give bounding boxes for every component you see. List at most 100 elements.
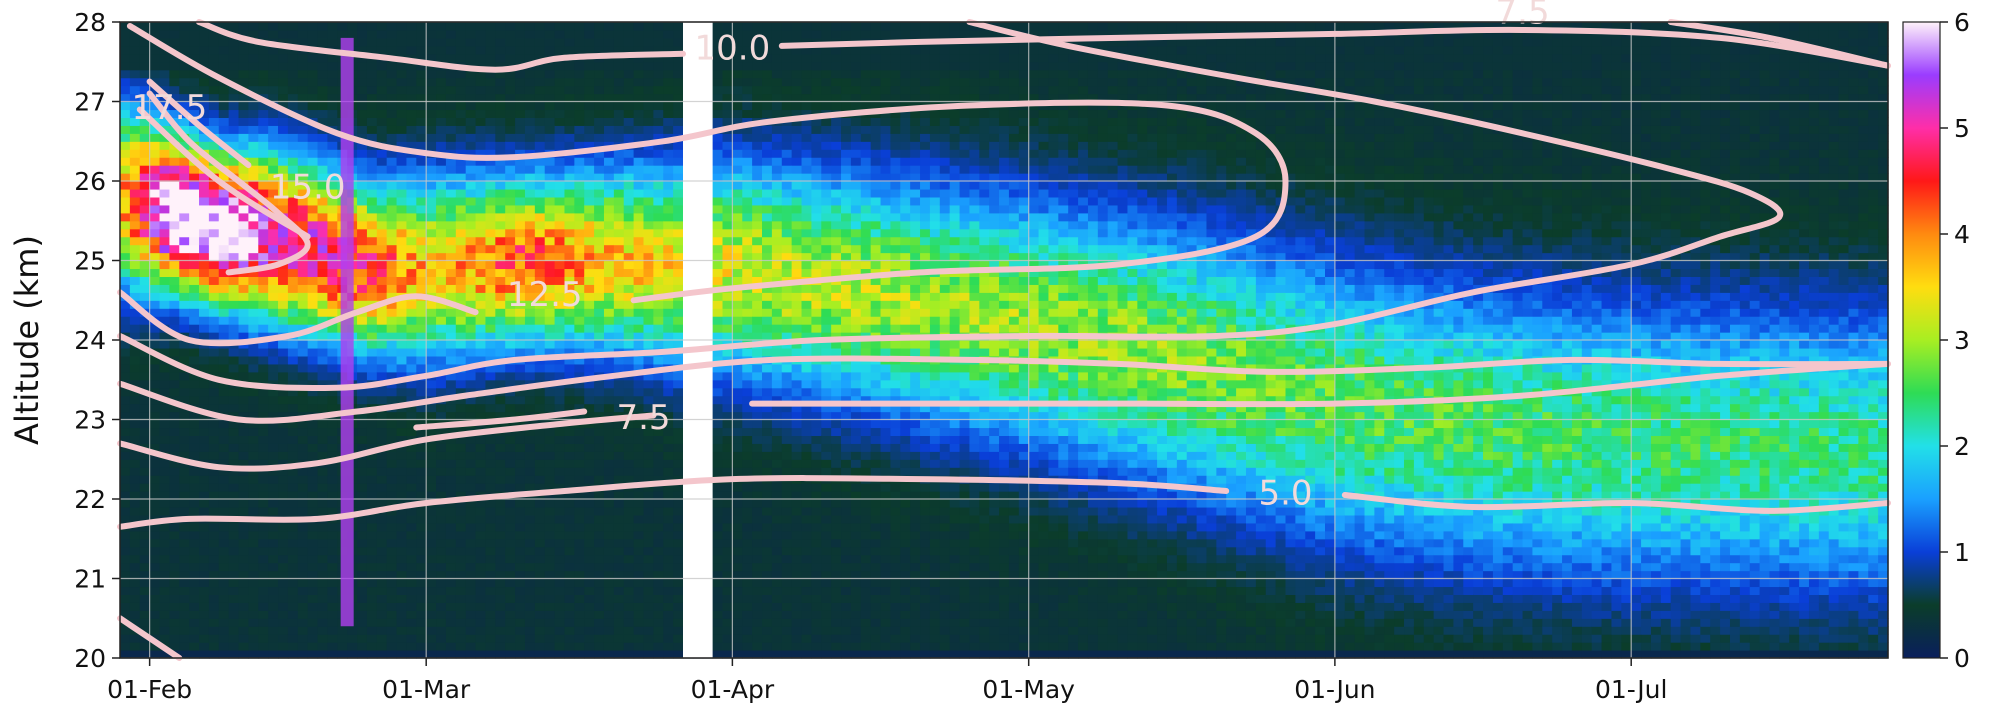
heatmap-cell bbox=[376, 77, 388, 87]
heatmap-cell bbox=[515, 586, 526, 595]
heatmap-cell bbox=[169, 578, 180, 588]
heatmap-cell bbox=[287, 467, 299, 476]
heatmap-cell bbox=[149, 618, 161, 627]
heatmap-cell bbox=[613, 252, 625, 262]
heatmap-cell bbox=[327, 467, 338, 476]
heatmap-cell bbox=[436, 340, 447, 349]
heatmap-cell bbox=[287, 236, 299, 246]
heatmap-cell bbox=[673, 45, 684, 55]
heatmap-cell bbox=[287, 204, 299, 214]
heatmap-cell bbox=[505, 403, 516, 413]
heatmap-cell bbox=[406, 355, 417, 365]
heatmap-cell bbox=[515, 554, 526, 564]
heatmap-cell bbox=[643, 371, 654, 381]
heatmap-cell bbox=[297, 133, 309, 142]
heatmap-cell bbox=[544, 69, 556, 79]
heatmap-cell bbox=[603, 363, 615, 373]
heatmap-cell bbox=[169, 530, 180, 540]
heatmap-cell bbox=[396, 340, 408, 349]
heatmap-cell bbox=[317, 308, 329, 317]
heatmap-cell bbox=[120, 77, 131, 87]
heatmap-cell bbox=[297, 125, 309, 134]
heatmap-cell bbox=[149, 252, 161, 262]
heatmap-cell bbox=[445, 101, 457, 111]
heatmap-cell bbox=[238, 538, 250, 548]
heatmap-cell bbox=[554, 316, 566, 325]
heatmap-cell bbox=[376, 324, 388, 333]
heatmap-cell bbox=[584, 451, 595, 460]
heatmap-cell bbox=[613, 77, 625, 87]
heatmap-cell bbox=[594, 196, 605, 206]
heatmap-cell bbox=[436, 37, 447, 47]
heatmap-cell bbox=[534, 435, 546, 444]
heatmap-cell bbox=[594, 538, 605, 548]
heatmap-cell bbox=[455, 634, 467, 643]
heatmap-cell bbox=[564, 387, 575, 397]
heatmap-cell bbox=[228, 220, 240, 230]
heatmap-cell bbox=[327, 196, 338, 206]
heatmap-cell bbox=[722, 427, 733, 436]
heatmap-cell bbox=[584, 220, 595, 230]
heatmap-cell bbox=[327, 300, 338, 309]
heatmap-cell bbox=[278, 244, 289, 254]
heatmap-cell bbox=[357, 228, 368, 238]
heatmap-cell bbox=[268, 228, 279, 238]
heatmap-cell bbox=[465, 499, 477, 508]
heatmap-cell bbox=[524, 125, 536, 134]
heatmap-cell bbox=[495, 499, 506, 508]
heatmap-cell bbox=[268, 363, 279, 373]
heatmap-cell bbox=[120, 403, 131, 413]
heatmap-cell bbox=[524, 626, 536, 635]
heatmap-cell bbox=[603, 610, 615, 619]
heatmap-cell bbox=[426, 570, 437, 580]
heatmap-cell bbox=[643, 188, 654, 198]
heatmap-cell bbox=[534, 244, 546, 254]
heatmap-cell bbox=[238, 395, 250, 405]
heatmap-cell bbox=[307, 133, 319, 142]
heatmap-cell bbox=[623, 125, 635, 134]
heatmap-cell bbox=[722, 37, 733, 47]
heatmap-cell bbox=[248, 443, 259, 452]
heatmap-cell bbox=[307, 522, 319, 532]
heatmap-cell bbox=[564, 483, 575, 492]
heatmap-cell bbox=[297, 165, 309, 174]
heatmap-cell bbox=[357, 260, 368, 270]
heatmap-cell bbox=[120, 578, 131, 588]
heatmap-cell bbox=[307, 626, 319, 635]
heatmap-cell bbox=[218, 594, 230, 603]
heatmap-cell bbox=[712, 220, 724, 230]
heatmap-cell bbox=[238, 570, 250, 580]
heatmap-cell bbox=[663, 101, 674, 111]
heatmap-cell bbox=[554, 371, 566, 381]
heatmap-cell bbox=[485, 586, 496, 595]
heatmap-cell bbox=[475, 45, 487, 55]
heatmap-cell bbox=[416, 117, 427, 126]
heatmap-cell bbox=[287, 554, 299, 564]
heatmap-cell bbox=[248, 650, 259, 659]
heatmap-cell bbox=[445, 324, 457, 333]
heatmap-cell bbox=[495, 22, 506, 31]
heatmap-cell bbox=[633, 538, 645, 548]
heatmap-cell bbox=[228, 475, 240, 484]
heatmap-cell bbox=[445, 586, 457, 595]
heatmap-cell bbox=[317, 419, 329, 429]
heatmap-cell bbox=[120, 371, 131, 381]
heatmap-cell bbox=[228, 196, 240, 206]
heatmap-cell bbox=[554, 546, 566, 556]
heatmap-cell bbox=[643, 332, 654, 341]
heatmap-cell bbox=[722, 650, 733, 659]
heatmap-cell bbox=[189, 236, 200, 246]
heatmap-cell bbox=[495, 522, 506, 532]
heatmap-cell bbox=[534, 109, 546, 118]
heatmap-cell bbox=[396, 276, 408, 285]
heatmap-cell bbox=[554, 475, 566, 484]
heatmap-cell bbox=[317, 347, 329, 357]
heatmap-cell bbox=[712, 133, 724, 142]
heatmap-cell bbox=[505, 363, 516, 373]
heatmap-cell bbox=[712, 602, 724, 611]
heatmap-cell bbox=[475, 626, 487, 635]
heatmap-cell bbox=[149, 196, 161, 206]
heatmap-cell bbox=[603, 586, 615, 595]
heatmap-cell bbox=[455, 371, 467, 381]
heatmap-cell bbox=[475, 355, 487, 365]
